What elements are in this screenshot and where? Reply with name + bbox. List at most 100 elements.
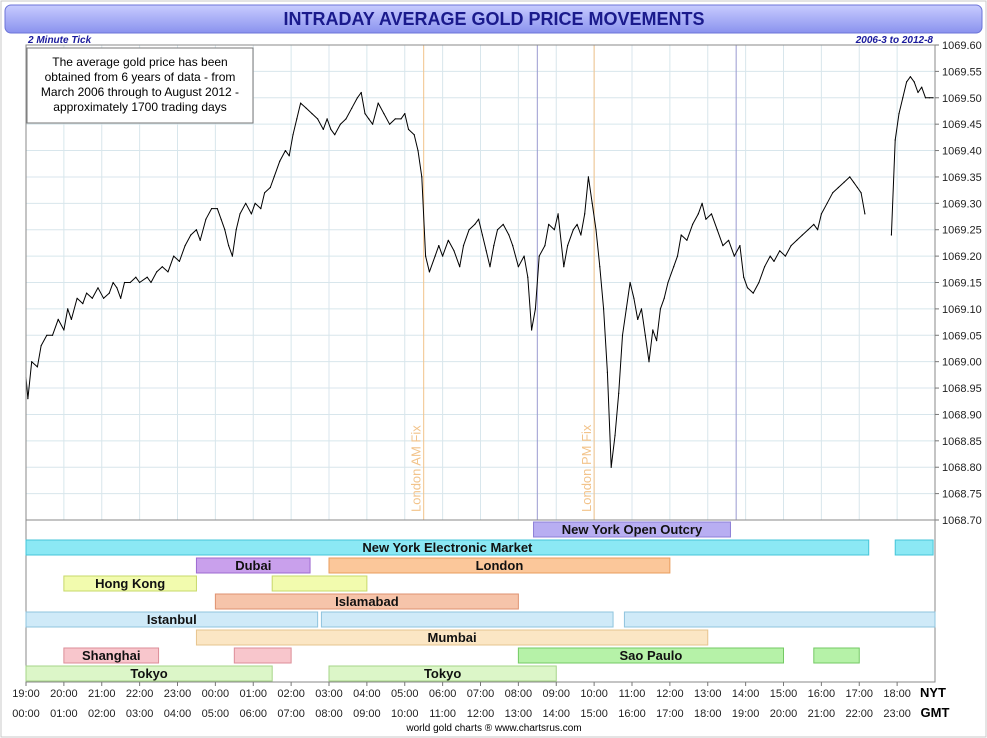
session-bar xyxy=(233,647,292,664)
nyt-tick-label: 10:00 xyxy=(580,688,608,700)
session-label: London xyxy=(476,558,524,573)
price-point xyxy=(917,91,919,94)
nyt-tick-label: 09:00 xyxy=(542,688,570,700)
title-bar xyxy=(4,4,983,34)
price-point xyxy=(692,223,694,225)
session-label: New York Open Outcry xyxy=(562,522,703,537)
price-point xyxy=(51,334,54,336)
price-point xyxy=(296,118,298,120)
gmt-tick-label: 17:00 xyxy=(656,708,684,720)
note-line: approximately 1700 trading days xyxy=(53,100,226,114)
price-point xyxy=(481,234,483,236)
price-point xyxy=(288,155,290,157)
price-point xyxy=(116,287,118,289)
price-point xyxy=(502,223,504,225)
price-point xyxy=(216,208,218,210)
price-point xyxy=(228,245,230,247)
price-point xyxy=(659,308,662,310)
nyt-tick-label: 04:00 xyxy=(353,688,381,700)
price-point xyxy=(856,186,859,189)
price-point xyxy=(224,229,226,231)
nyt-tick-label: 13:00 xyxy=(694,688,722,700)
price-point xyxy=(716,229,718,231)
price-point xyxy=(637,318,639,320)
nyt-tick-label: 06:00 xyxy=(429,688,457,700)
price-point xyxy=(633,297,635,299)
gmt-tick-label: 12:00 xyxy=(467,708,495,720)
price-point xyxy=(784,255,787,257)
price-point xyxy=(710,213,713,215)
nyt-tick-label: 07:00 xyxy=(467,688,495,700)
nyt-tick-label: 18:00 xyxy=(883,688,911,700)
price-point xyxy=(326,118,328,120)
price-point xyxy=(184,245,186,247)
price-point xyxy=(924,97,927,99)
price-point xyxy=(389,123,391,125)
price-point xyxy=(108,292,110,294)
gmt-tick-label: 16:00 xyxy=(618,708,646,720)
price-point xyxy=(284,150,286,152)
price-point xyxy=(656,340,658,342)
gmt-tick-label: 14:00 xyxy=(542,708,570,720)
price-point xyxy=(447,239,449,241)
footer-credit: world gold charts ® www.chartsrus.com xyxy=(405,723,581,734)
price-point xyxy=(139,281,141,284)
price-point xyxy=(843,181,845,183)
nyt-tick-label: 21:00 xyxy=(88,688,116,700)
price-point xyxy=(413,134,415,136)
y-tick-label: 1069.10 xyxy=(942,304,982,316)
price-point xyxy=(591,202,593,204)
price-point xyxy=(417,150,419,152)
price-point xyxy=(932,97,934,99)
session-label: Mumbai xyxy=(428,630,477,645)
nyt-tick-label: 17:00 xyxy=(845,688,873,700)
price-point xyxy=(728,239,730,241)
price-point xyxy=(722,245,724,247)
price-point xyxy=(70,318,72,320)
price-point xyxy=(512,245,514,247)
price-point xyxy=(205,218,207,220)
session-bar xyxy=(813,647,860,664)
price-point xyxy=(527,276,529,278)
gmt-tick-label: 02:00 xyxy=(88,708,116,720)
price-point xyxy=(652,329,654,331)
price-point xyxy=(667,281,669,284)
session-label: Tokyo xyxy=(130,666,167,681)
y-tick-label: 1069.25 xyxy=(942,225,982,237)
price-point xyxy=(764,266,766,268)
session-label: New York Electronic Market xyxy=(362,540,533,555)
price-point xyxy=(813,223,815,225)
price-point xyxy=(676,255,679,257)
gmt-tick-label: 20:00 xyxy=(770,708,798,720)
price-point xyxy=(801,234,804,236)
price-point xyxy=(746,287,749,289)
nyt-tick-label: 20:00 xyxy=(50,688,78,700)
price-point xyxy=(57,318,59,320)
price-point xyxy=(758,281,760,284)
price-point xyxy=(438,245,440,247)
vertical-markers: London AM Fix London PM Fix xyxy=(409,45,737,520)
price-point xyxy=(544,245,546,247)
date-range: 2006-3 to 2012-8 xyxy=(855,35,934,46)
y-tick-label: 1068.95 xyxy=(942,383,982,395)
y-tick-label: 1069.50 xyxy=(942,93,982,105)
session-bar xyxy=(195,557,311,574)
session-bar xyxy=(894,539,934,556)
price-point xyxy=(292,134,294,136)
price-point xyxy=(640,308,643,310)
nyt-tick-label: 19:00 xyxy=(12,688,40,700)
price-point xyxy=(462,245,465,247)
y-tick-label: 1069.20 xyxy=(942,251,982,263)
session-bar xyxy=(63,575,197,592)
session-bar xyxy=(517,647,784,664)
price-point xyxy=(351,107,353,109)
price-point xyxy=(820,213,823,215)
session-label: Sao Paulo xyxy=(620,648,683,663)
gmt-tick-label: 06:00 xyxy=(239,708,267,720)
price-point xyxy=(538,255,540,257)
nyt-tick-label: 03:00 xyxy=(315,688,343,700)
gmt-tick-label: 22:00 xyxy=(845,708,873,720)
y-tick-label: 1069.15 xyxy=(942,278,982,290)
price-point xyxy=(468,229,470,231)
gmt-tick-label: 05:00 xyxy=(202,708,230,720)
